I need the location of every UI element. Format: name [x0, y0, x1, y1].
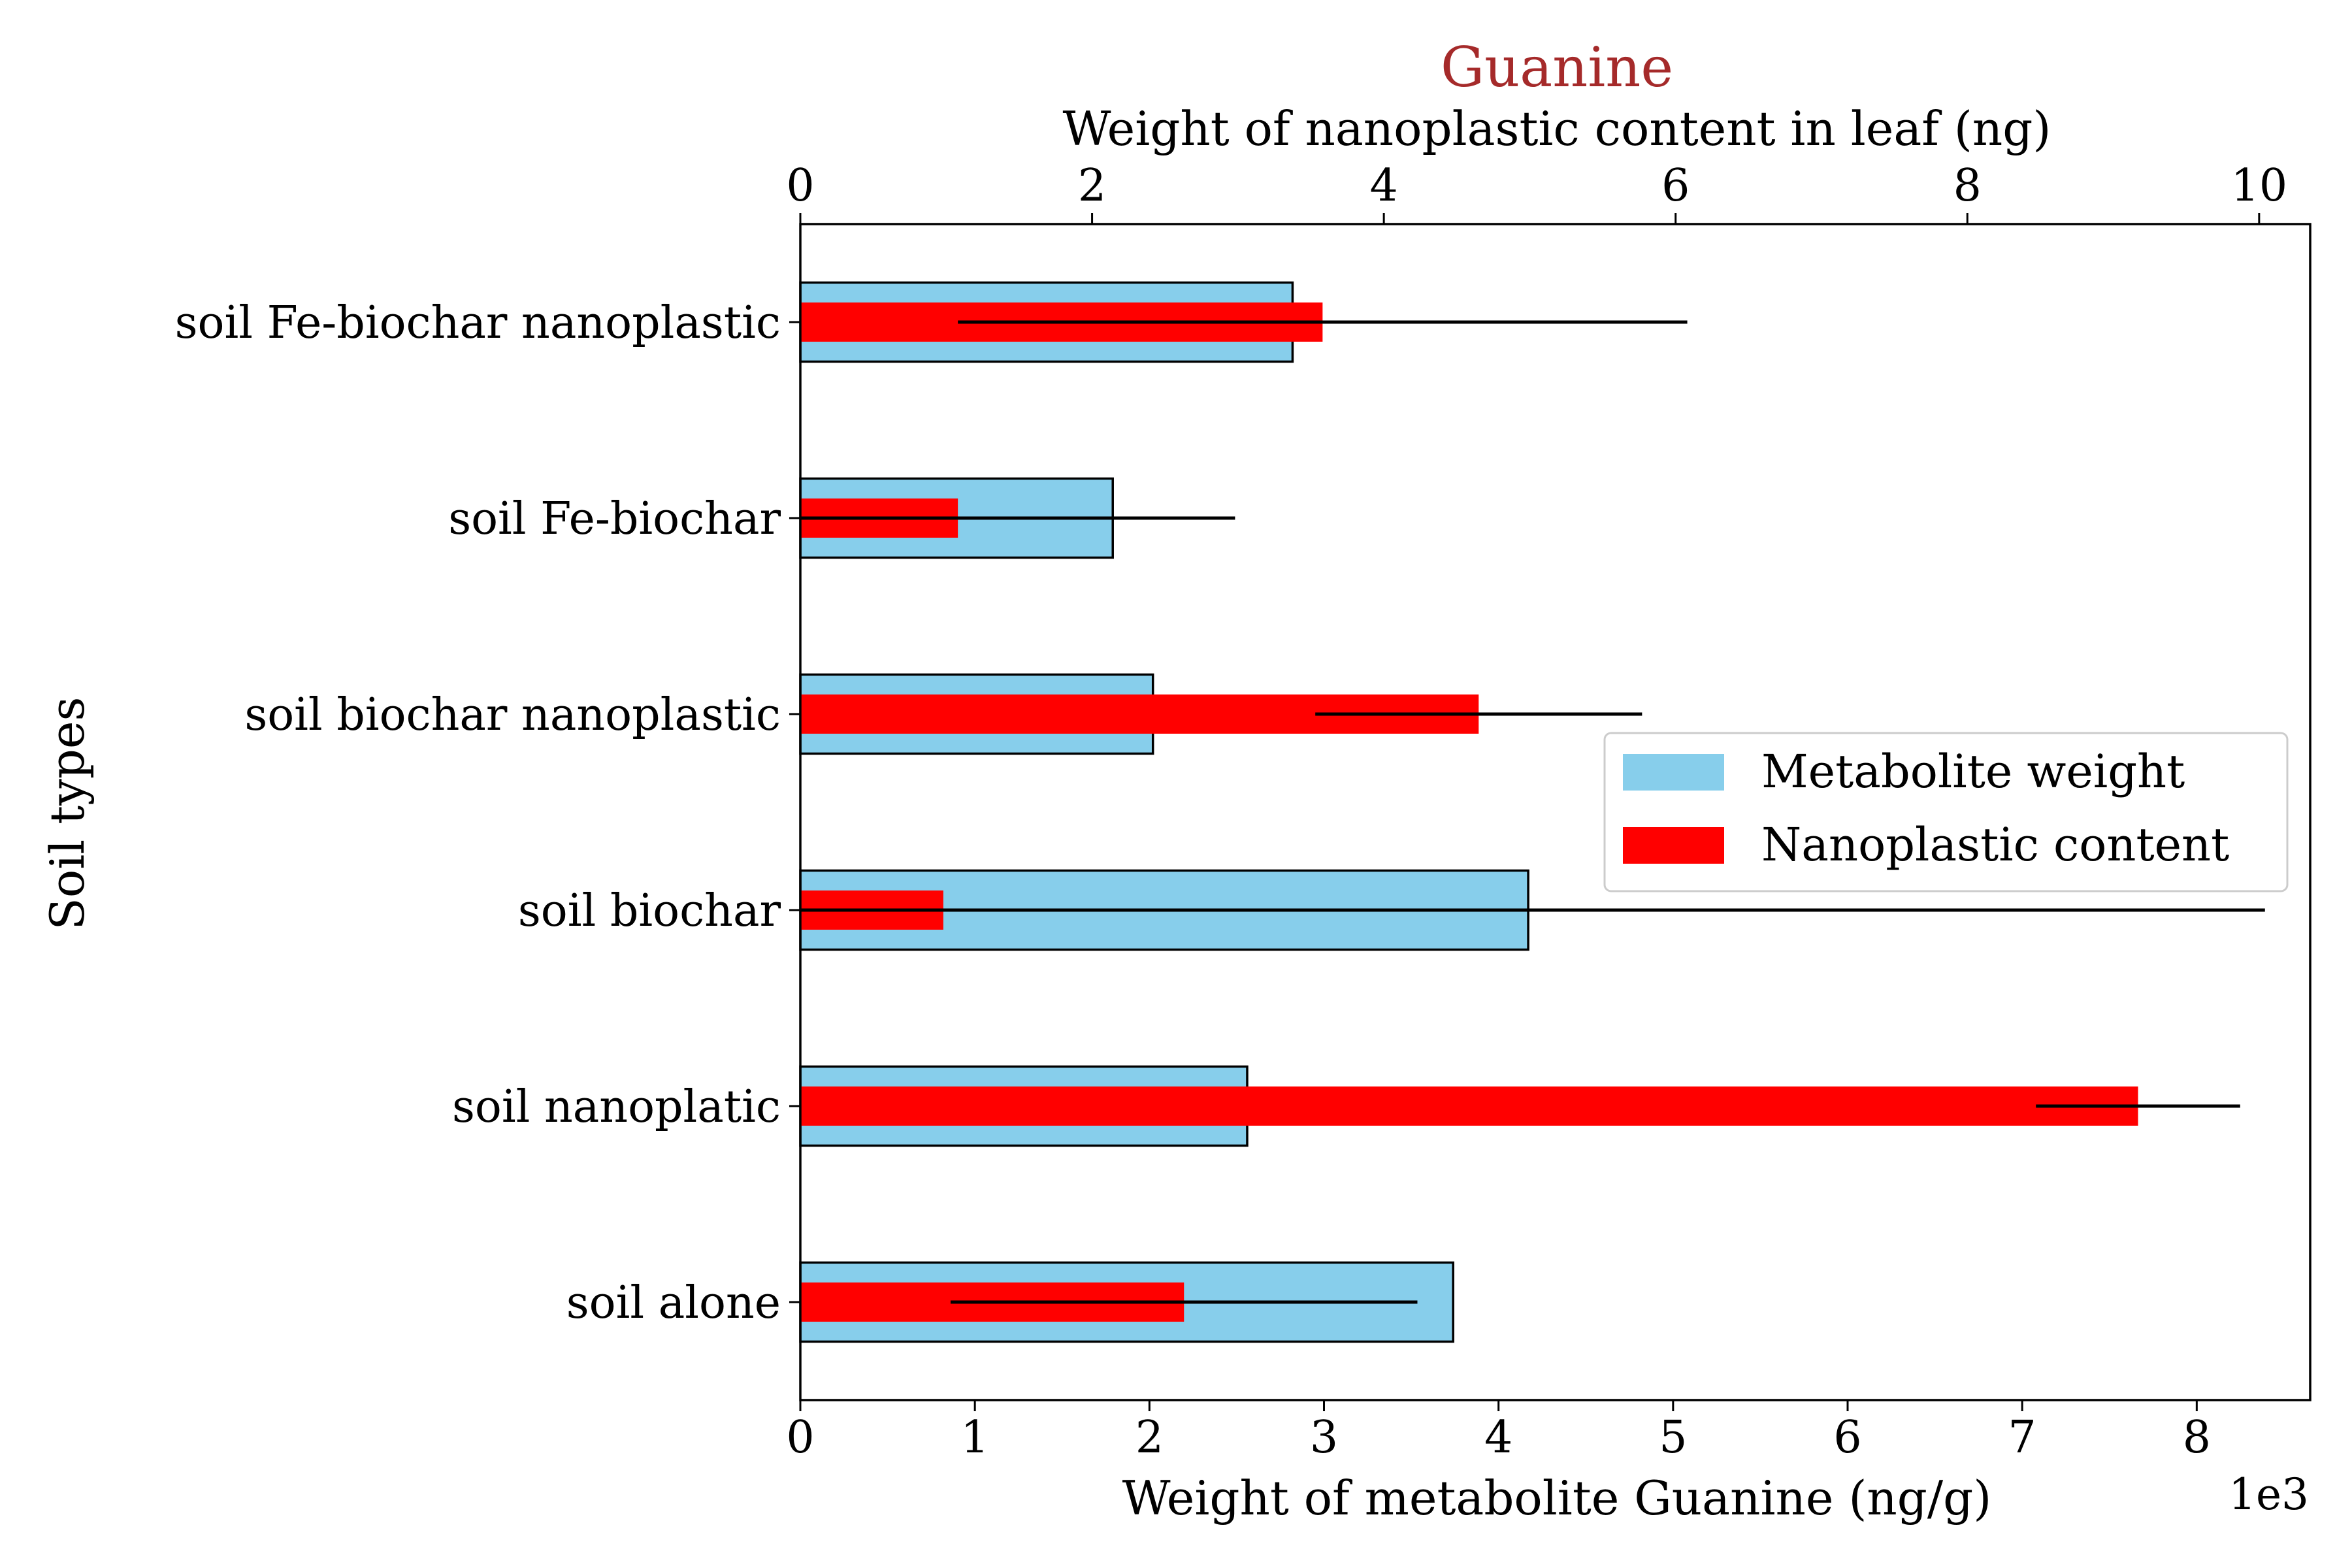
legend-frame: [1603, 732, 2289, 892]
plot-frame: [799, 223, 2311, 1401]
bottom-axis-label: Weight of metabolite Guanine (ng/g): [1122, 1471, 1992, 1526]
top-tick-label: 10: [2231, 160, 2288, 212]
bottom-tick-label: 1: [961, 1412, 989, 1463]
legend-label: Metabolite weight: [1761, 745, 2185, 798]
bottom-tick-label: 7: [2008, 1412, 2036, 1463]
legend-label: Nanoplastic content: [1761, 818, 2229, 872]
legend-swatch: [1623, 827, 1724, 864]
top-tick-label: 0: [786, 160, 814, 212]
y-tick-label: soil nanoplatic: [452, 1081, 781, 1133]
bottom-tick-label: 3: [1310, 1412, 1338, 1463]
y-tick-label: soil biochar nanoplastic: [244, 689, 781, 741]
y-axis-label: Soil types: [40, 697, 95, 930]
bottom-tick-label: 8: [2183, 1412, 2211, 1463]
top-tick-label: 4: [1370, 160, 1398, 212]
bottom-tick-label: 5: [1659, 1412, 1687, 1463]
legend: Metabolite weight Nanoplastic content: [1603, 732, 2289, 892]
y-tick-label: soil Fe-biochar: [448, 493, 781, 545]
y-tick-label: soil alone: [566, 1277, 781, 1329]
top-tick-label: 2: [1078, 160, 1106, 212]
chart-title: Guanine: [1441, 35, 1673, 99]
y-tick-label: soil Fe-biochar nanoplastic: [175, 297, 781, 349]
y-tick-label: soil biochar: [518, 885, 781, 937]
top-tick-label: 6: [1661, 160, 1690, 212]
bottom-tick-label: 0: [786, 1412, 814, 1463]
axes: 0 1 2 3 4 5 6 7 8 0 2 4 6 8 10 soil alone soil nanoplati…: [175, 160, 2311, 1463]
top-tick-label: 8: [1953, 160, 1982, 212]
legend-swatch: [1623, 754, 1724, 791]
nanoplastic-bar: [800, 1086, 2138, 1126]
bottom-tick-label: 6: [1833, 1412, 1861, 1463]
bottom-tick-label: 4: [1484, 1412, 1512, 1463]
top-axis-label: Weight of nanoplastic content in leaf (n…: [1063, 101, 2051, 156]
bottom-axis-multiplier: 1e3: [2229, 1469, 2309, 1520]
error-bars: [800, 320, 2265, 1304]
bottom-tick-label: 2: [1135, 1412, 1164, 1463]
axis-labels: Guanine Weight of nanoplastic content in…: [40, 35, 2309, 1526]
